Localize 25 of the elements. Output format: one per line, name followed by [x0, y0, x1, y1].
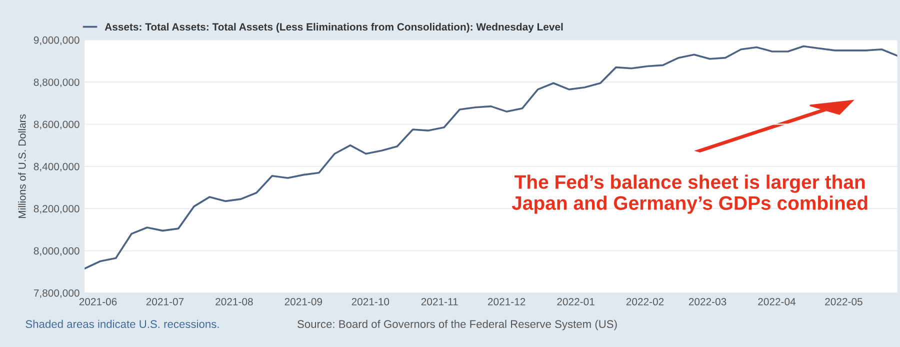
y-tick-label: 8,800,000 [34, 78, 80, 88]
line-series [84, 45, 898, 270]
x-tick-label: 2021-10 [352, 298, 390, 306]
y-tick-label: 8,400,000 [34, 162, 80, 172]
y-tick-label: 9,000,000 [34, 36, 80, 46]
x-tick-label: 2021-11 [421, 298, 458, 306]
source-note: Source: Board of Governors of the Federal Reserve System (US) [298, 320, 617, 330]
x-tick-label: 2022-03 [688, 298, 726, 306]
x-tick-label: 2021-08 [216, 298, 253, 306]
y-tick-label: 8,600,000 [34, 120, 80, 130]
y-axis-title: Millions of U.S. Dollars [18, 114, 26, 218]
x-tick-label: 2021-12 [488, 298, 526, 306]
x-tick-label: 2021-07 [146, 298, 184, 306]
x-tick-label: 2021-09 [284, 298, 322, 306]
text: Shaded areas indicate U.S. recessions. [26, 320, 219, 328]
x-tick-label: 2021-06 [79, 298, 117, 306]
x-tick-label: 2022-01 [557, 298, 594, 306]
y-tick-label: 8,000,000 [34, 247, 80, 256]
y-tick-label: 8,200,000 [34, 205, 80, 214]
x-tick-label: 2022-05 [825, 298, 862, 306]
y-tick-label: 7,800,000 [34, 289, 80, 298]
legend-label: Assets: Total Assets: Total Assets (Less Eliminations from Consolidation): Wednesday Level [104, 22, 563, 33]
annotation: The Fed’s balance sheet is larger than Japan and Germany’s GDPs combined [512, 174, 868, 214]
x-tick-label: 2022-04 [758, 298, 796, 306]
x-tick-label: 2022-02 [626, 298, 664, 306]
